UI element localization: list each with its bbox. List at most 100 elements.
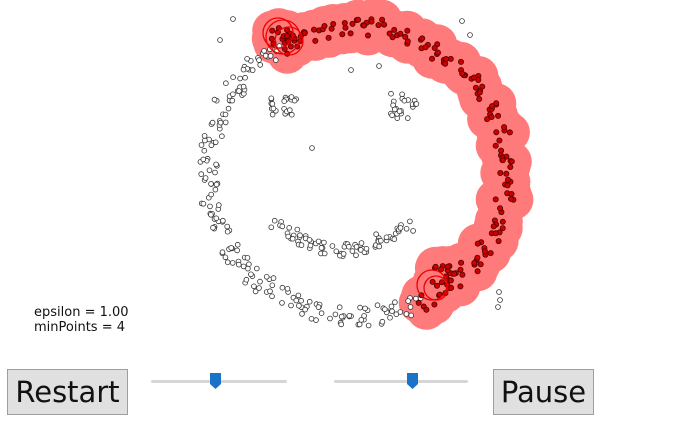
clustered-point bbox=[495, 238, 502, 245]
unvisited-point bbox=[267, 288, 273, 295]
unvisited-point bbox=[333, 248, 340, 255]
clustered-point bbox=[355, 16, 362, 23]
clustered-point bbox=[472, 84, 479, 91]
unvisited-point bbox=[209, 119, 216, 126]
clustered-point bbox=[492, 230, 499, 237]
clustered-point bbox=[474, 254, 481, 261]
unvisited-point bbox=[271, 217, 278, 224]
unvisited-point bbox=[198, 142, 205, 148]
unvisited-point bbox=[256, 57, 262, 63]
clustered-point bbox=[508, 190, 515, 197]
unvisited-point bbox=[318, 245, 325, 251]
unvisited-point bbox=[285, 233, 292, 240]
clustered-point bbox=[499, 225, 506, 232]
unvisited-point bbox=[252, 288, 259, 295]
unvisited-point bbox=[257, 62, 264, 68]
unvisited-point bbox=[358, 317, 365, 323]
unvisited-point bbox=[496, 289, 502, 295]
unvisited-point bbox=[269, 293, 275, 300]
unvisited-point bbox=[208, 212, 214, 218]
clustered-point bbox=[506, 129, 513, 136]
unvisited-point bbox=[236, 261, 242, 268]
unvisited-point bbox=[459, 18, 465, 24]
clustered-point bbox=[404, 38, 411, 45]
unvisited-point bbox=[213, 181, 220, 188]
clustered-points bbox=[268, 16, 517, 313]
clustered-point bbox=[339, 31, 346, 38]
clustered-point bbox=[434, 49, 441, 56]
unvisited-point bbox=[376, 243, 383, 250]
clustered-point bbox=[349, 20, 356, 27]
unvisited-point bbox=[248, 271, 254, 278]
unvisited-point bbox=[234, 247, 240, 254]
unvisited-point bbox=[201, 133, 208, 139]
clustered-point bbox=[504, 182, 511, 189]
restart-button[interactable]: Restart bbox=[7, 369, 128, 415]
unvisited-point bbox=[388, 90, 394, 97]
unvisited-point bbox=[401, 97, 408, 104]
unvisited-point bbox=[202, 175, 209, 181]
clustered-point bbox=[495, 112, 502, 119]
unvisited-point bbox=[373, 231, 379, 238]
unvisited-point bbox=[206, 167, 213, 174]
clustered-point bbox=[386, 30, 393, 37]
unvisited-point bbox=[306, 298, 313, 305]
clustered-point bbox=[438, 279, 445, 286]
clustered-point bbox=[458, 259, 465, 266]
dbscan-scatter-plot bbox=[197, 0, 534, 330]
unvisited-point bbox=[397, 225, 404, 231]
unvisited-points bbox=[197, 16, 503, 329]
unvisited-point bbox=[288, 111, 295, 118]
unvisited-point bbox=[307, 242, 314, 249]
clustered-point bbox=[447, 277, 454, 284]
clustered-point bbox=[487, 250, 494, 257]
clustered-point bbox=[269, 27, 276, 34]
unvisited-point bbox=[244, 255, 251, 261]
unvisited-point bbox=[229, 97, 236, 104]
unvisited-point bbox=[269, 101, 276, 107]
epsilon-neighborhood-circle bbox=[423, 275, 449, 301]
clustered-point bbox=[459, 70, 466, 77]
clustered-point bbox=[499, 157, 506, 164]
unvisited-point bbox=[201, 147, 208, 154]
unvisited-point bbox=[407, 304, 414, 310]
unvisited-point bbox=[294, 226, 301, 233]
unvisited-point bbox=[365, 322, 372, 329]
clustered-point bbox=[442, 60, 449, 67]
clustered-point bbox=[476, 96, 483, 103]
unvisited-point bbox=[261, 48, 267, 54]
unvisited-point bbox=[302, 306, 308, 313]
unvisited-point bbox=[269, 282, 276, 289]
unvisited-point bbox=[212, 186, 219, 193]
clustered-point bbox=[347, 30, 354, 37]
clustered-point bbox=[443, 56, 450, 63]
clustered-point bbox=[488, 114, 495, 121]
clustered-point bbox=[341, 19, 348, 26]
unvisited-point bbox=[318, 310, 325, 317]
pause-button[interactable]: Pause bbox=[493, 369, 594, 415]
slider-thumb-icon[interactable] bbox=[209, 373, 221, 389]
unvisited-point bbox=[223, 80, 229, 86]
clustered-point bbox=[496, 137, 503, 144]
clustered-point bbox=[490, 223, 497, 230]
minpoints-slider-track bbox=[334, 380, 468, 383]
unvisited-point bbox=[224, 223, 231, 230]
unvisited-point bbox=[257, 278, 263, 285]
unvisited-point bbox=[219, 249, 226, 256]
unvisited-point bbox=[270, 105, 277, 112]
unvisited-point bbox=[358, 240, 365, 246]
clustered-point bbox=[481, 248, 488, 255]
unvisited-point bbox=[200, 201, 207, 207]
unvisited-point bbox=[376, 63, 382, 69]
clustered-point bbox=[361, 22, 368, 29]
unvisited-point bbox=[353, 244, 360, 250]
minpoints-slider[interactable] bbox=[334, 371, 468, 391]
unvisited-point bbox=[321, 239, 327, 246]
epsilon-slider[interactable] bbox=[151, 371, 287, 391]
unvisited-point bbox=[309, 145, 315, 151]
clustered-point bbox=[321, 22, 328, 29]
unvisited-point bbox=[267, 53, 274, 59]
clustered-point bbox=[431, 301, 438, 308]
slider-thumb-icon[interactable] bbox=[406, 373, 418, 389]
clustered-point bbox=[379, 16, 386, 23]
